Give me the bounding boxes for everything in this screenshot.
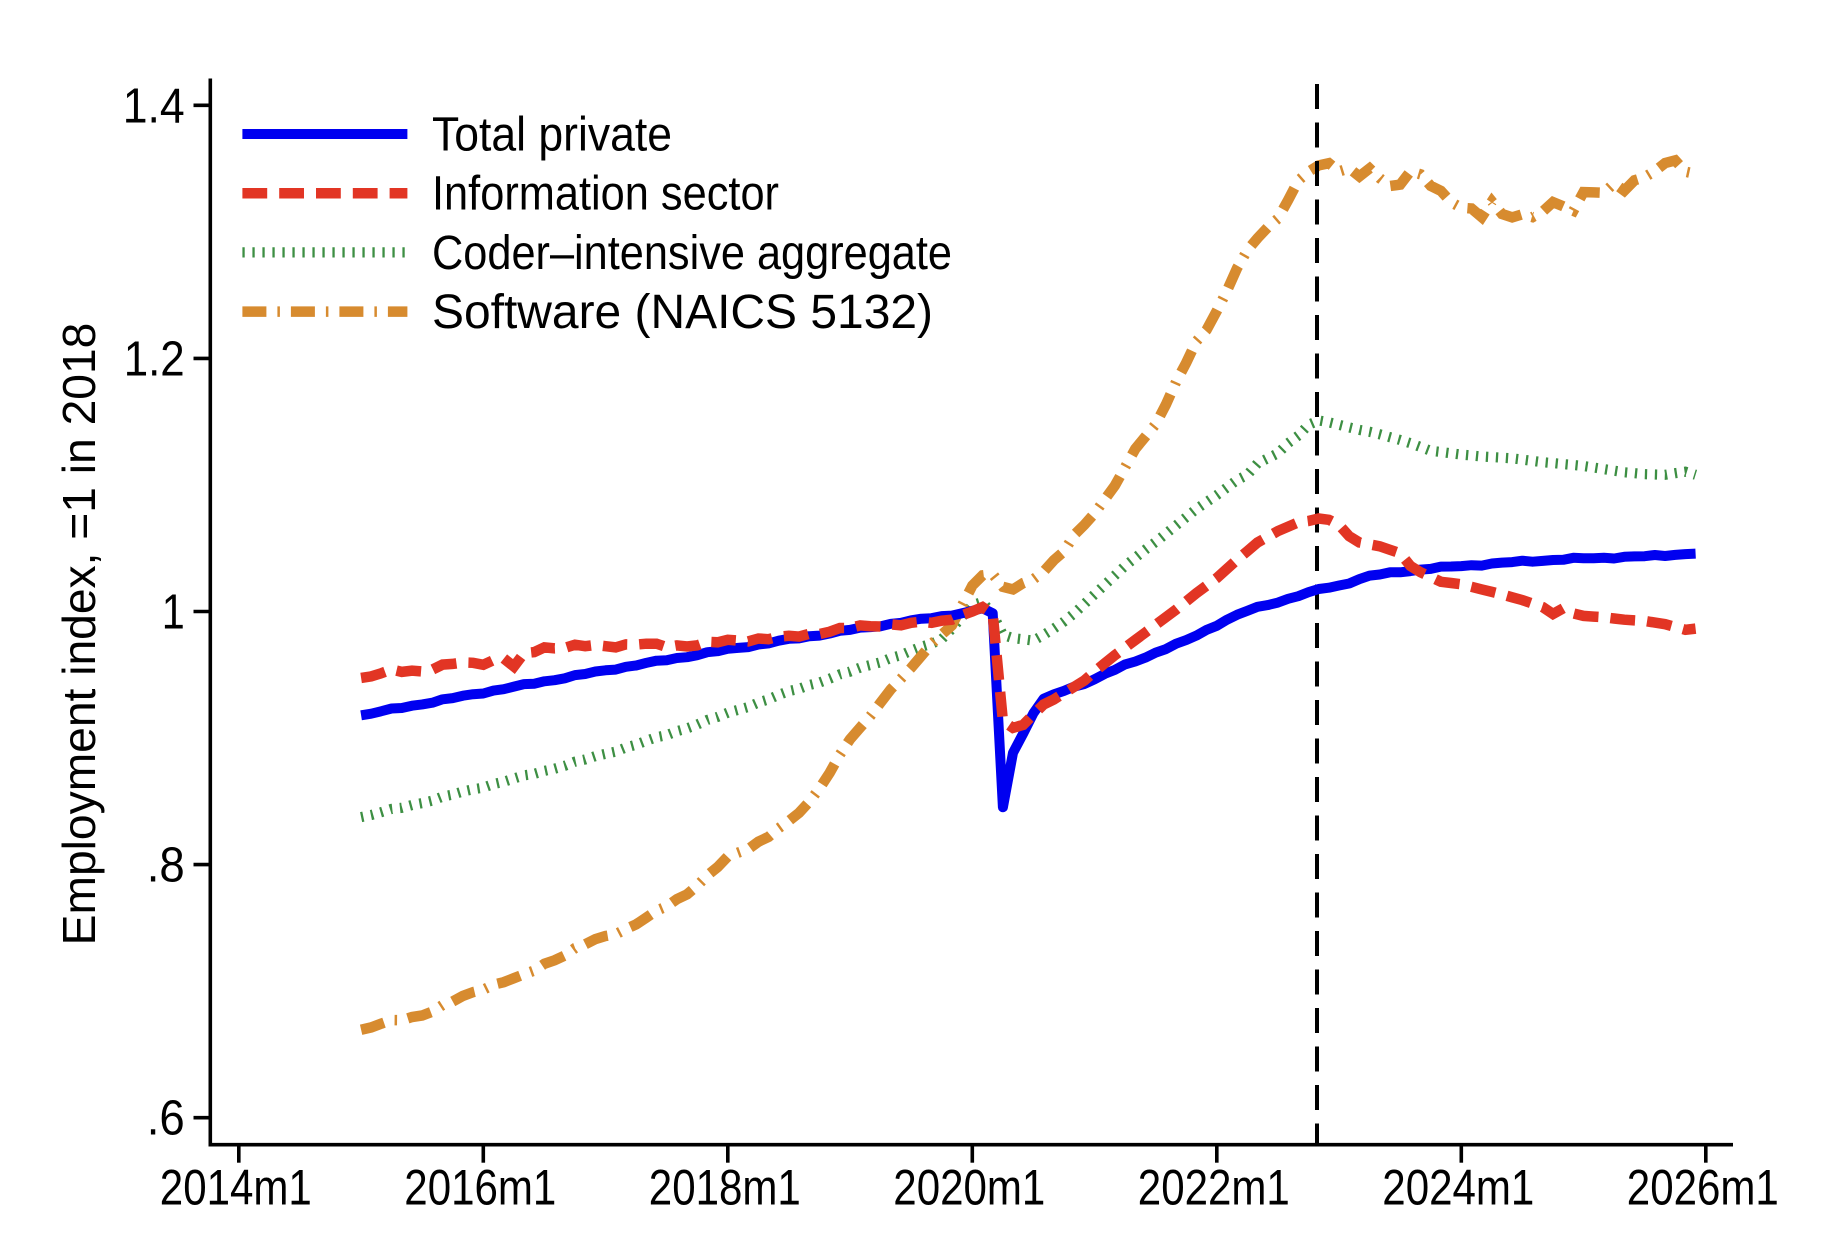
- svg-text:2026m1: 2026m1: [1627, 1159, 1779, 1216]
- svg-text:1.4: 1.4: [123, 79, 185, 133]
- svg-text:Software (NAICS 5132): Software (NAICS 5132): [432, 286, 933, 339]
- svg-text:Employment index, =1 in 2018: Employment index, =1 in 2018: [53, 323, 105, 946]
- svg-text:2014m1: 2014m1: [160, 1159, 312, 1216]
- svg-text:.8: .8: [147, 839, 185, 893]
- svg-text:2018m1: 2018m1: [649, 1159, 801, 1216]
- svg-text:1.2: 1.2: [124, 332, 185, 386]
- svg-text:.6: .6: [147, 1092, 185, 1146]
- svg-text:Total private: Total private: [432, 109, 672, 162]
- svg-text:Information sector: Information sector: [432, 168, 779, 221]
- svg-text:2016m1: 2016m1: [404, 1159, 556, 1216]
- svg-text:1: 1: [162, 586, 185, 640]
- svg-text:2024m1: 2024m1: [1382, 1159, 1534, 1216]
- svg-text:2022m1: 2022m1: [1138, 1159, 1290, 1216]
- svg-text:2020m1: 2020m1: [893, 1159, 1045, 1216]
- svg-text:Coder–intensive aggregate: Coder–intensive aggregate: [432, 227, 952, 280]
